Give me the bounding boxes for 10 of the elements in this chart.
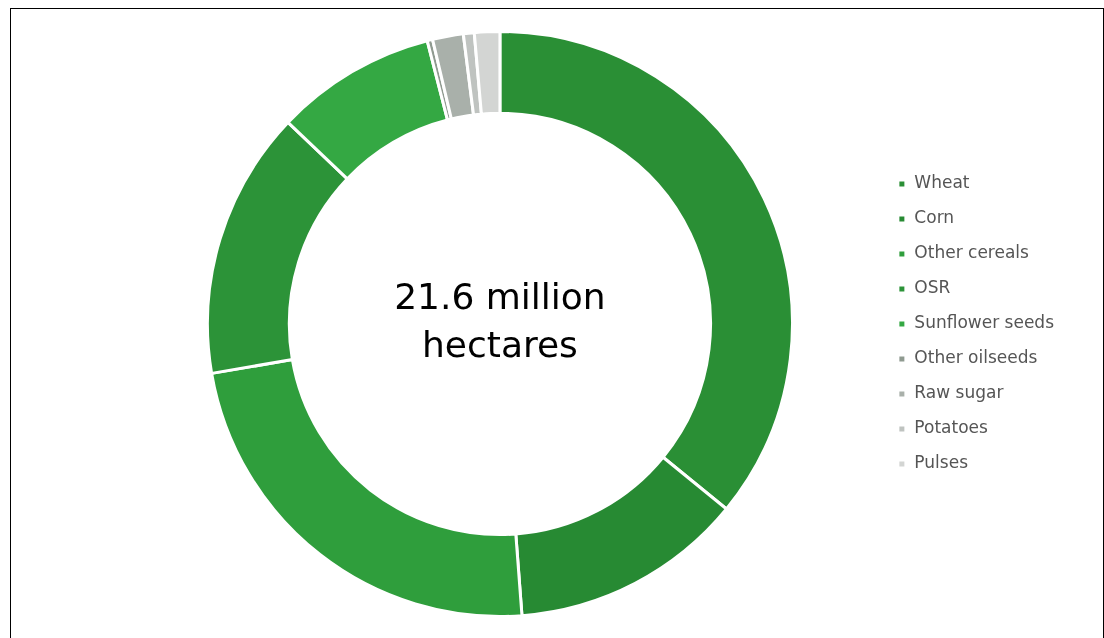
legend-label: Other cereals	[914, 242, 1030, 263]
legend-label: Pulses	[914, 452, 969, 473]
legend-label: OSR	[914, 277, 951, 298]
legend-label: Wheat	[914, 172, 970, 193]
text: 21.6 million hectares	[394, 276, 606, 366]
legend-label: Other oilseeds	[914, 347, 1038, 368]
legend-label: Sunflower seeds	[914, 312, 1055, 333]
legend-label: Raw sugar	[914, 382, 1004, 403]
legend-label: Potatoes	[914, 417, 989, 438]
legend-label: Corn	[914, 207, 955, 228]
